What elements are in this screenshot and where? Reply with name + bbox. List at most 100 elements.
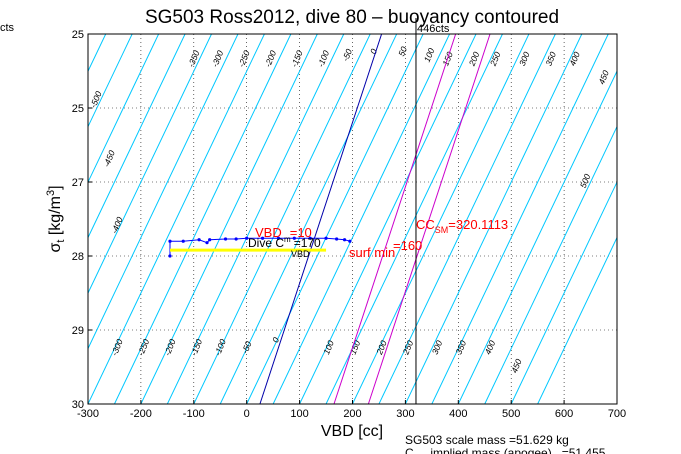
series-line bbox=[259, 34, 383, 404]
contour-line bbox=[88, 34, 133, 128]
contour-label: 100 bbox=[321, 339, 336, 356]
series-point bbox=[276, 236, 281, 240]
contour-label: 50 bbox=[396, 45, 409, 58]
cc-annotation-value: =320.1113 bbox=[448, 217, 508, 232]
contour-line bbox=[484, 125, 617, 404]
contour-label: 250 bbox=[488, 50, 503, 68]
series-point bbox=[197, 238, 201, 242]
series-line bbox=[333, 34, 457, 404]
contour-line bbox=[352, 34, 530, 404]
x-tick-label: 100 bbox=[290, 408, 308, 420]
dive-annotation-label: Dive C bbox=[248, 236, 284, 250]
contour-line bbox=[88, 34, 186, 239]
series-point bbox=[342, 238, 347, 242]
chart-title: SG503 Ross2012, dive 80 – buoyancy conto… bbox=[145, 7, 559, 28]
contour-label: -100 bbox=[212, 337, 228, 357]
series-point bbox=[223, 237, 228, 241]
contour-line bbox=[299, 34, 477, 404]
contour-label: 0 bbox=[368, 47, 379, 55]
contour-line bbox=[88, 34, 239, 350]
x-axis-label: VBD [cc] bbox=[321, 423, 383, 440]
x-tick-label: 500 bbox=[502, 408, 520, 420]
x-tick-label: 600 bbox=[555, 408, 573, 420]
contour-line bbox=[378, 34, 556, 404]
contour-line bbox=[193, 34, 371, 404]
buoyancy-contours bbox=[0, 34, 617, 404]
contour-label: 400 bbox=[567, 50, 582, 67]
cc-annotation: CCSM=320.1113 bbox=[416, 217, 508, 235]
series-point bbox=[348, 239, 352, 243]
surf-annotation-value: =160 bbox=[393, 238, 422, 253]
series-point bbox=[260, 236, 265, 240]
series-lines bbox=[168, 34, 491, 404]
y-tick-label: 25 bbox=[72, 29, 84, 41]
y-tick-label: 25 bbox=[72, 103, 84, 115]
x-axis-ticks: -300 -200 -100 0 100 200 300 400 500 600 700 bbox=[77, 400, 626, 420]
surf-annotation-label: surf min bbox=[349, 245, 395, 260]
vbd-annotation-value: =10 bbox=[290, 225, 312, 240]
x-tick-label: 700 bbox=[608, 408, 626, 420]
vbd-annotation-label: VBD bbox=[255, 225, 282, 240]
y-label-sub: t bbox=[55, 240, 67, 243]
series-point bbox=[234, 237, 238, 241]
dive-annotation-value: =170 bbox=[294, 236, 321, 250]
x-tick-label: 0 bbox=[244, 408, 250, 420]
contour-line bbox=[457, 70, 617, 404]
x-tick-label: 400 bbox=[449, 408, 467, 420]
contour-label: -200 bbox=[162, 337, 178, 357]
y-axis-ticks: 25 25 27 28 29 30 bbox=[72, 29, 92, 411]
contour-line bbox=[325, 34, 503, 404]
series-point bbox=[168, 254, 172, 258]
y-tick-label: 27 bbox=[72, 177, 84, 189]
vbd-small-label: VBD bbox=[291, 249, 310, 259]
series-point bbox=[168, 239, 172, 243]
contour-label: -50 bbox=[240, 340, 254, 355]
contour-line bbox=[219, 34, 398, 404]
contour-label: 500 bbox=[578, 172, 593, 189]
contour-line bbox=[88, 34, 212, 295]
y-label-end: ] bbox=[47, 185, 64, 189]
contour-label: 200 bbox=[466, 50, 481, 68]
contour-line bbox=[88, 34, 160, 184]
contour-line bbox=[431, 34, 609, 404]
dive-annotation: Dive Cm =170 bbox=[248, 235, 321, 250]
contour-line bbox=[0, 34, 26, 404]
top-left-fragment: cts bbox=[0, 22, 15, 34]
y-tick-label: 29 bbox=[72, 325, 84, 337]
x-tick-label: -200 bbox=[130, 408, 152, 420]
contour-label: 300 bbox=[430, 339, 445, 356]
series-line bbox=[367, 34, 491, 404]
x-tick-label: 200 bbox=[343, 408, 361, 420]
contour-label: -150 bbox=[188, 337, 204, 357]
contour-labels: -500-450-400-350 -300 -250 -200 -150 -100 -50 0… bbox=[88, 45, 611, 374]
contour-label: 400 bbox=[483, 339, 498, 356]
series-point bbox=[335, 237, 339, 241]
contour-label: 450 bbox=[509, 357, 524, 374]
vline-label: 446cts bbox=[417, 23, 450, 35]
contour-label: 350 bbox=[454, 339, 469, 356]
series-point bbox=[324, 236, 328, 240]
x-tick-label: -300 bbox=[77, 408, 99, 420]
x-tick-label: -100 bbox=[183, 408, 205, 420]
contour-line bbox=[166, 34, 345, 404]
contour-label: -50 bbox=[340, 47, 354, 62]
contour-line bbox=[88, 34, 265, 404]
contour-label: -300 bbox=[109, 337, 125, 357]
contour-label: 0 bbox=[270, 336, 281, 344]
y-label-rest: [kg/m bbox=[47, 196, 64, 240]
series-point bbox=[245, 236, 249, 240]
y-axis-label: σt [kg/m3] bbox=[45, 185, 67, 252]
series-point bbox=[181, 239, 185, 243]
scale-mass-text: SG503 scale mass =51.629 kg bbox=[405, 433, 569, 447]
contour-line bbox=[272, 34, 451, 404]
contour-line bbox=[404, 34, 583, 404]
contour-line bbox=[0, 34, 53, 404]
x-tick-label: 300 bbox=[396, 408, 414, 420]
contour-label: 350 bbox=[543, 50, 558, 67]
contour-label: -250 bbox=[136, 337, 152, 357]
y-tick-label: 30 bbox=[72, 399, 84, 411]
contour-line bbox=[140, 34, 318, 404]
contour-line bbox=[0, 34, 79, 404]
contour-label: 300 bbox=[517, 50, 532, 67]
